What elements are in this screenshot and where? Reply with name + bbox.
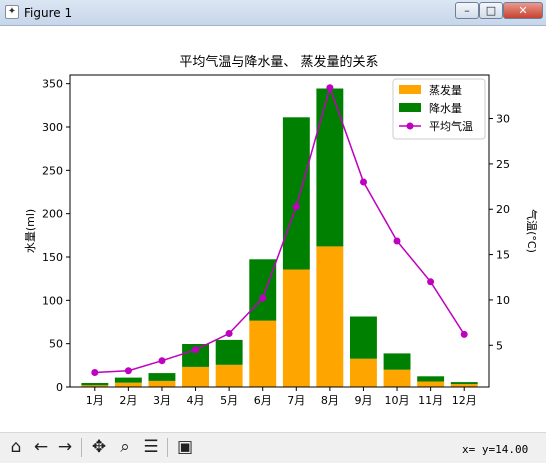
- bar-precipitation: [148, 373, 176, 381]
- legend-label-evaporation: 蒸发量: [429, 83, 462, 97]
- figure-canvas[interactable]: 平均气温与降水量、 蒸发量的关系 0 50 100 150 200 250 300 350 5…: [0, 26, 546, 432]
- temperature-point: [427, 278, 435, 286]
- bar-precipitation: [81, 383, 109, 386]
- y2-tick-label: 5: [496, 339, 503, 352]
- legend-swatch-precipitation: [399, 103, 421, 112]
- legend-label-temperature: 平均气温: [429, 119, 473, 133]
- y2-tick-label: 20: [496, 203, 510, 216]
- bar-precipitation: [450, 382, 478, 385]
- right-axis-ticks: 5 10 15 20 25 30: [489, 113, 510, 352]
- bar-evaporation: [81, 385, 109, 387]
- left-axis-ticks: 0 50 100 150 200 250 300 350: [42, 78, 70, 394]
- plot-frame: [69, 74, 490, 388]
- y-tick-label: 150: [42, 251, 63, 264]
- y2-tick-label: 15: [496, 249, 510, 262]
- x-tick-label: 8月: [321, 394, 339, 407]
- x-tick-label: 7月: [287, 394, 305, 407]
- y-tick-label: 200: [42, 208, 63, 221]
- temperature-point: [225, 330, 233, 337]
- x-tick-label: 12月: [452, 394, 477, 407]
- back-arrow-icon[interactable]: ←: [33, 437, 49, 457]
- bar-evaporation: [182, 366, 209, 387]
- minimize-button[interactable]: –: [455, 2, 479, 19]
- toolbar-separator: [81, 438, 82, 457]
- maximize-button[interactable]: □: [479, 2, 503, 19]
- bar-precipitation: [215, 339, 243, 365]
- bar-evaporation: [215, 364, 243, 387]
- y-tick-label: 50: [49, 338, 63, 351]
- y2-tick-label: 30: [496, 113, 510, 126]
- temperature-point: [360, 178, 367, 186]
- chart-title: 平均气温与降水量、 蒸发量的关系: [179, 54, 378, 70]
- y2-tick-label: 10: [496, 294, 510, 307]
- bar-precipitation: [417, 376, 445, 382]
- bar-evaporation: [450, 384, 478, 387]
- forward-arrow-icon[interactable]: →: [57, 437, 73, 457]
- bar-evaporation: [282, 269, 310, 387]
- configure-subplots-icon[interactable]: ☰: [143, 437, 159, 457]
- bar-evaporation: [316, 246, 344, 387]
- bar-evaporation: [114, 382, 142, 387]
- bar-evaporation: [148, 380, 176, 387]
- bar-precipitation: [350, 316, 377, 359]
- bars-layer: [81, 88, 478, 387]
- bar-evaporation: [350, 358, 377, 387]
- x-tick-label: 2月: [119, 394, 137, 407]
- window-titlebar: ✦ Figure 1 – □ ✕: [0, 0, 546, 26]
- temperature-point: [460, 330, 468, 338]
- toolbar-separator: [167, 438, 168, 457]
- legend: 蒸发量 降水量 平均气温: [392, 78, 486, 140]
- bar-precipitation: [383, 353, 411, 370]
- temperature-line-layer: [91, 84, 468, 376]
- temperature-point: [393, 237, 401, 245]
- y-tick-label: 350: [42, 78, 63, 91]
- legend-label-precipitation: 降水量: [429, 101, 462, 115]
- zoom-icon[interactable]: ⌕: [120, 437, 130, 457]
- bar-precipitation: [249, 259, 277, 321]
- home-icon[interactable]: ⌂: [10, 437, 22, 457]
- x-tick-label: 10月: [385, 394, 410, 407]
- y-tick-label: 250: [42, 164, 63, 177]
- bar-evaporation: [249, 320, 277, 387]
- temperature-point: [91, 369, 99, 376]
- legend-marker-temperature: [406, 122, 414, 130]
- app-icon: ✦: [5, 5, 19, 19]
- y-tick-label: 0: [56, 381, 63, 394]
- save-icon[interactable]: ▣: [176, 437, 194, 457]
- navigation-toolbar: ⌂ ← → ✥ ⌕ ☰ ▣ x= y=14.00: [0, 432, 546, 463]
- x-axis-ticks: 1月 2月 3月 4月 5月 6月 7月 8月 9月 10月 11月 12月: [86, 387, 477, 407]
- close-button[interactable]: ✕: [503, 2, 543, 19]
- bar-precipitation: [114, 377, 142, 383]
- temperature-point: [292, 203, 300, 210]
- legend-swatch-evaporation: [399, 85, 421, 94]
- temperature-point: [124, 367, 132, 375]
- window-title: Figure 1: [24, 6, 73, 20]
- pan-icon[interactable]: ✥: [91, 437, 107, 457]
- chart: 平均气温与降水量、 蒸发量的关系 0 50 100 150 200 250 300 350 5…: [24, 54, 539, 407]
- bar-evaporation: [417, 381, 445, 387]
- x-tick-label: 1月: [86, 394, 104, 407]
- bar-precipitation: [282, 117, 310, 270]
- y2-axis-label: 气温(°C): [525, 209, 539, 253]
- x-tick-label: 6月: [254, 394, 272, 407]
- bar-precipitation: [182, 344, 209, 367]
- temperature-line: [94, 85, 465, 374]
- temperature-point: [192, 346, 199, 354]
- x-tick-label: 5月: [220, 394, 238, 407]
- temperature-point: [326, 84, 334, 92]
- y2-tick-label: 25: [496, 158, 510, 171]
- y-tick-label: 300: [42, 121, 63, 134]
- x-tick-label: 4月: [187, 394, 205, 407]
- x-tick-label: 3月: [153, 394, 171, 407]
- bar-evaporation: [383, 369, 411, 387]
- cursor-status: x= y=14.00: [462, 443, 529, 456]
- x-tick-label: 9月: [354, 394, 372, 407]
- x-tick-label: 11月: [418, 394, 443, 407]
- temperature-point: [158, 357, 166, 365]
- y-tick-label: 100: [42, 294, 63, 307]
- temperature-point: [259, 294, 267, 302]
- y-axis-label: 水量(ml): [24, 209, 37, 253]
